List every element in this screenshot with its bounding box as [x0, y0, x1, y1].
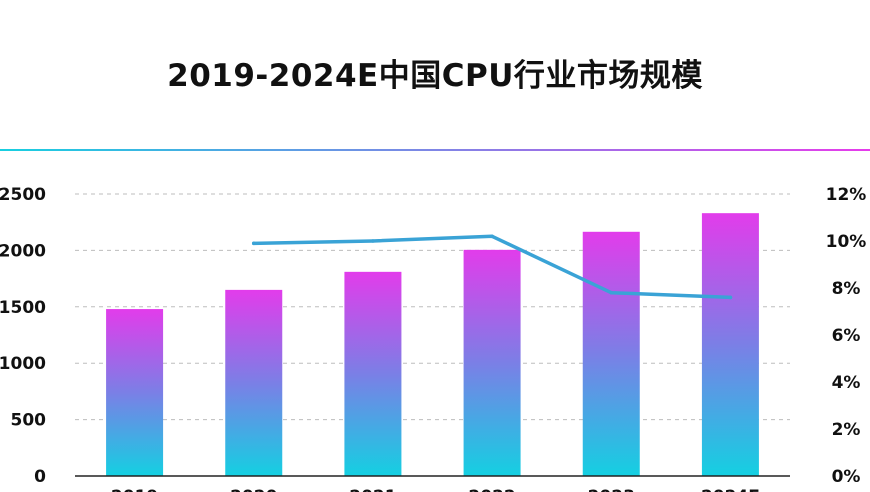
bar-2021: [344, 271, 402, 476]
growth-rate-point-2022: [490, 234, 494, 239]
x-axis-tick-label: 2019: [111, 487, 158, 492]
x-axis-tick-label: 2024E: [701, 487, 760, 492]
bar-2020: [225, 289, 283, 476]
x-axis-tick-label: 2023: [588, 487, 635, 492]
right-axis-tick-label: 0%: [832, 467, 861, 487]
title-divider: [0, 149, 870, 151]
left-axis-tick-label: 0: [34, 467, 46, 487]
growth-rate-point-2023: [609, 290, 614, 295]
growth-rate-point-2024E: [728, 295, 733, 300]
left-axis-tick-label: 2000: [0, 241, 46, 261]
right-axis-tick-label: 10%: [826, 232, 867, 252]
bar-2023: [582, 231, 640, 476]
x-axis-tick-label: 2020: [230, 487, 277, 492]
left-axis-tick-label: 2500: [0, 185, 46, 205]
left-axis-tick-label: 1500: [0, 298, 46, 318]
bar-2024E: [701, 213, 759, 476]
bar-2019: [106, 309, 164, 476]
x-axis-tick-label: 2022: [468, 487, 515, 492]
bar-2022: [463, 249, 521, 476]
chart-title: 2019-2024E中国CPU行业市场规模: [167, 58, 703, 94]
growth-rate-point-2020: [251, 241, 256, 246]
right-axis-tick-label: 12%: [826, 185, 867, 205]
right-axis-tick-label: 6%: [832, 326, 861, 346]
x-axis-tick-label: 2021: [349, 487, 396, 492]
right-axis-tick-label: 8%: [832, 279, 861, 299]
growth-rate-point-2021: [371, 239, 375, 243]
right-axis-tick-label: 2%: [832, 420, 861, 440]
left-axis-tick-label: 500: [11, 411, 47, 431]
right-axis-tick-label: 4%: [832, 373, 861, 393]
left-axis-tick-label: 1000: [0, 354, 46, 374]
